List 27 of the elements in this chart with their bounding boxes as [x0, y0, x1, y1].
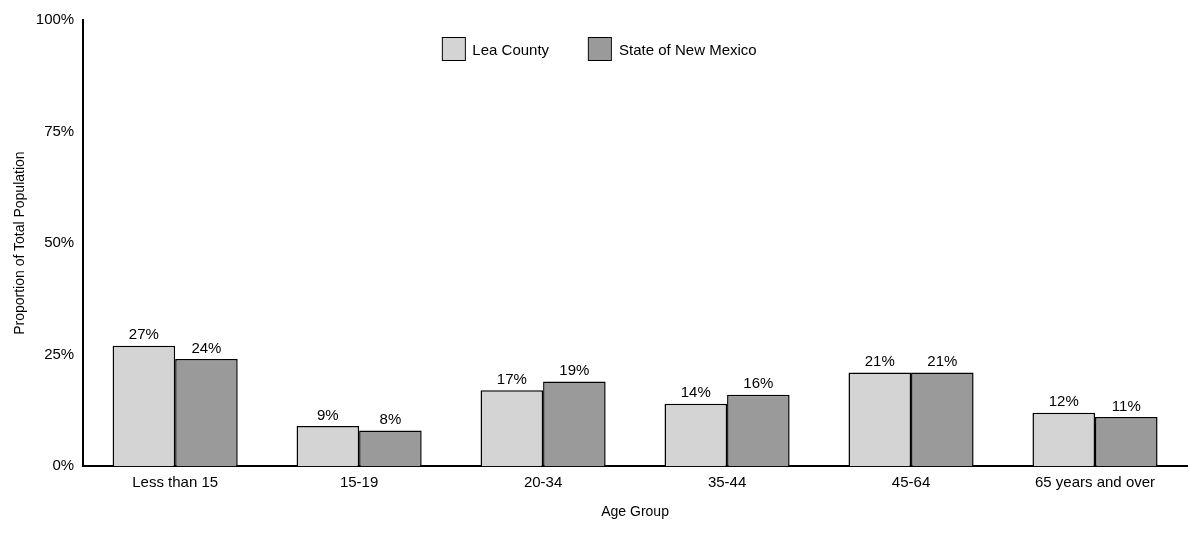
data-label: 17%	[496, 369, 527, 387]
y-tick-label: 50%	[44, 233, 75, 251]
data-label: 19%	[559, 361, 590, 379]
x-tick-label: Less than 15	[132, 473, 219, 491]
legend-label: State of New Mexico	[619, 40, 757, 58]
legend-label: Lea County	[472, 40, 550, 58]
x-tick-label: 15-19	[339, 473, 379, 491]
y-axis-title: Proportion of Total Population	[11, 151, 28, 335]
x-axis-title: Age Group	[601, 503, 670, 520]
data-label: 8%	[379, 410, 402, 428]
x-tick-label: 65 years and over	[1034, 473, 1156, 491]
y-tick-label: 0%	[52, 456, 75, 474]
y-tick-label: 100%	[35, 10, 75, 28]
data-label: 9%	[317, 405, 339, 423]
x-tick-label: 20-34	[523, 473, 563, 491]
data-label: 21%	[927, 352, 958, 370]
x-tick-label: 45-64	[891, 473, 931, 491]
data-label: 24%	[191, 338, 222, 356]
x-tick-label: 35-44	[707, 473, 747, 491]
y-tick-label: 25%	[44, 344, 75, 362]
data-label: 14%	[680, 383, 711, 401]
y-tick-label: 75%	[44, 121, 75, 139]
data-label: 21%	[864, 352, 895, 370]
data-label: 11%	[1111, 396, 1141, 414]
data-label: 27%	[128, 325, 159, 343]
data-label: 16%	[743, 374, 774, 392]
data-label: 12%	[1048, 392, 1079, 410]
